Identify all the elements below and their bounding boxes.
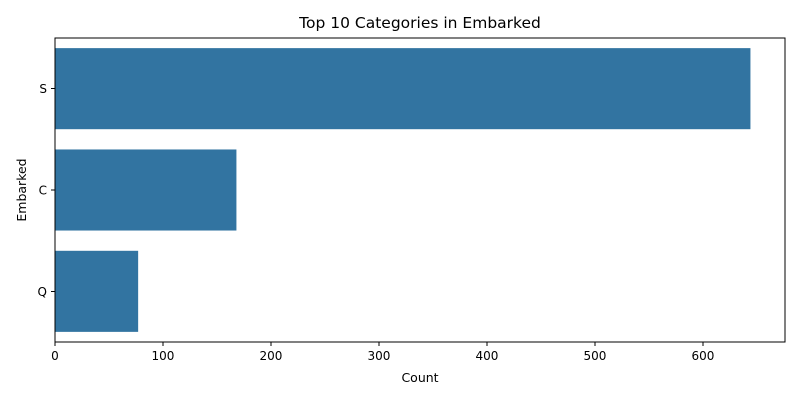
- x-tick-label: 600: [691, 349, 714, 363]
- plot-frame: [54, 37, 786, 343]
- x-axis-label: Count: [401, 370, 438, 385]
- bars-group: [55, 48, 751, 332]
- y-axis-label: Embarked: [14, 158, 29, 221]
- bar-C: [55, 149, 237, 231]
- x-axis-ticks: 0 100 200 300 400 500 600: [51, 342, 714, 363]
- x-tick-label: 500: [583, 349, 606, 363]
- x-tick-label: 0: [51, 349, 59, 363]
- y-axis-ticks: S C Q: [38, 82, 55, 299]
- x-tick-label: 100: [152, 349, 175, 363]
- y-tick-label: C: [39, 184, 47, 198]
- y-tick-label: S: [39, 82, 47, 96]
- chart-title: Top 10 Categories in Embarked: [298, 14, 541, 32]
- y-tick-label: Q: [38, 285, 47, 299]
- x-tick-label: 400: [475, 349, 498, 363]
- bar-S: [55, 48, 751, 130]
- x-tick-label: 300: [368, 349, 391, 363]
- x-tick-label: 200: [260, 349, 283, 363]
- bar-Q: [55, 250, 139, 332]
